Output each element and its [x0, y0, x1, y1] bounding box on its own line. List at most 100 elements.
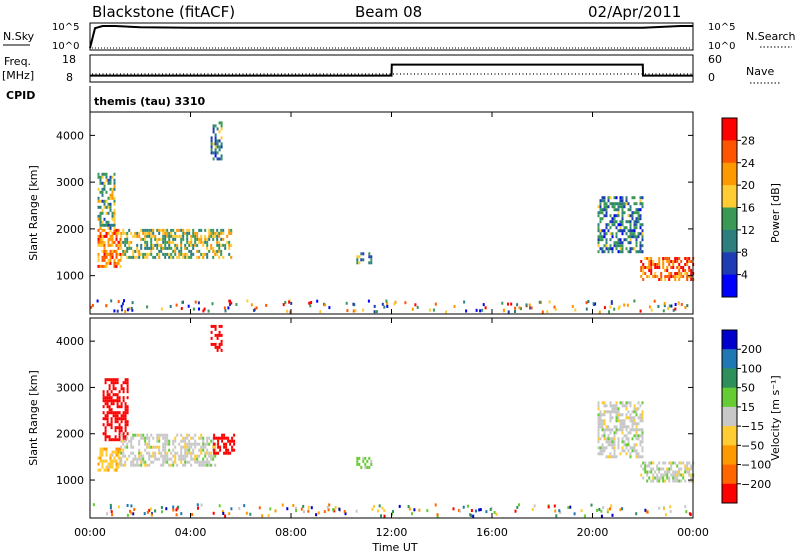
heatmap-cell [101, 264, 104, 268]
heatmap-cell [639, 241, 642, 245]
heatmap-cell [307, 505, 310, 509]
heatmap-cell [218, 139, 221, 143]
heatmap-cell [227, 436, 230, 440]
heatmap-cell [196, 255, 199, 259]
colorbar-tick-label: 8 [741, 246, 748, 259]
heatmap-cell [639, 416, 642, 420]
cpid-value: themis (tau) 3310 [94, 95, 206, 108]
heatmap-cell [170, 231, 173, 235]
heatmap-cell [126, 246, 129, 250]
heatmap-cell [166, 240, 169, 244]
heatmap-cell [307, 509, 310, 513]
heatmap-cell [680, 473, 683, 477]
heatmap-cell [220, 339, 223, 343]
heatmap-cell [678, 266, 681, 269]
heatmap-cell [676, 257, 679, 260]
heatmap-cell [686, 464, 689, 468]
heatmap-cell [633, 247, 636, 251]
heatmap-cell [212, 142, 215, 146]
heatmap-cell [607, 199, 610, 203]
heatmap-cell [573, 512, 576, 516]
heatmap-cell [138, 231, 141, 235]
heatmap-cell [118, 426, 121, 430]
heatmap-cell [172, 460, 175, 464]
heatmap-cell [216, 157, 219, 161]
heatmap-cell [613, 431, 616, 435]
heatmap-cell [623, 202, 626, 206]
heatmap-cell [148, 457, 151, 461]
heatmap-cell [619, 250, 622, 254]
x-tick-label: 04:00 [175, 526, 207, 539]
heatmap-cell [650, 257, 653, 260]
heatmap-cell [635, 443, 638, 447]
heatmap-cell [110, 408, 113, 412]
heatmap-cell [538, 300, 541, 304]
heatmap-cell [174, 243, 177, 247]
heatmap-cell [603, 199, 606, 203]
heatmap-cell [690, 278, 693, 281]
heatmap-cell [619, 247, 622, 251]
heatmap-cell [144, 255, 147, 259]
heatmap-cell [168, 463, 171, 467]
colorbar-tick-label: 50 [741, 382, 755, 395]
heatmap-cell [160, 246, 163, 250]
y-tick-label: 1000 [56, 270, 84, 283]
heatmap-cell [684, 467, 687, 471]
heatmap-cell [621, 232, 624, 236]
heatmap-cell [625, 196, 628, 200]
heatmap-cell [641, 232, 644, 236]
heatmap-cell [222, 228, 225, 232]
nave-tick-high: 60 [708, 53, 722, 66]
heatmap-cell [154, 454, 157, 458]
heatmap-cell [221, 439, 224, 443]
heatmap-cell [662, 260, 665, 263]
heatmap-cell [617, 416, 620, 420]
heatmap-cell [650, 266, 653, 269]
heatmap-cell [603, 244, 606, 248]
heatmap-cell [621, 440, 624, 444]
heatmap-cell [117, 252, 120, 256]
heatmap-cell [103, 202, 106, 206]
nave-label: Nave [746, 65, 774, 78]
heatmap-cell [246, 299, 249, 303]
heatmap-cell [118, 432, 121, 436]
heatmap-cell [609, 202, 612, 206]
heatmap-cell [164, 231, 167, 235]
heatmap-cell [166, 439, 169, 443]
heatmap-cell [144, 228, 147, 232]
heatmap-cell [122, 396, 125, 400]
heatmap-cell [110, 399, 113, 403]
heatmap-cell [188, 460, 191, 464]
heatmap-cell [597, 244, 600, 248]
heatmap-cell [119, 258, 122, 262]
heatmap-cell [605, 238, 608, 242]
heatmap-cell [213, 442, 216, 446]
heatmap-cell [656, 266, 659, 269]
heatmap-cell [91, 303, 94, 307]
heatmap-cell [220, 228, 223, 232]
heatmap-cell [160, 463, 163, 467]
heatmap-cell [122, 252, 125, 256]
heatmap-cell [150, 513, 153, 517]
heatmap-cell [186, 451, 189, 455]
heatmap-cell [623, 449, 626, 453]
heatmap-cell [607, 508, 609, 512]
heatmap-cell [664, 257, 667, 260]
heatmap-cell [686, 275, 689, 278]
heatmap-cell [228, 228, 231, 232]
heatmap-cell [140, 451, 143, 455]
heatmap-cell [115, 237, 118, 241]
heatmap-cell [210, 342, 213, 346]
heatmap-cell [146, 234, 149, 238]
heatmap-cell [432, 308, 435, 312]
heatmap-cell [124, 439, 127, 443]
heatmap-cell [495, 512, 498, 516]
heatmap-cell [310, 506, 313, 510]
heatmap-cell [178, 255, 181, 259]
noise-tick-low-right: 10^0 [708, 41, 735, 52]
heatmap-cell [170, 451, 173, 455]
heatmap-cell [605, 202, 608, 206]
heatmap-cell [648, 476, 651, 480]
heatmap-cell [188, 442, 191, 446]
heatmap-cell [654, 275, 657, 278]
